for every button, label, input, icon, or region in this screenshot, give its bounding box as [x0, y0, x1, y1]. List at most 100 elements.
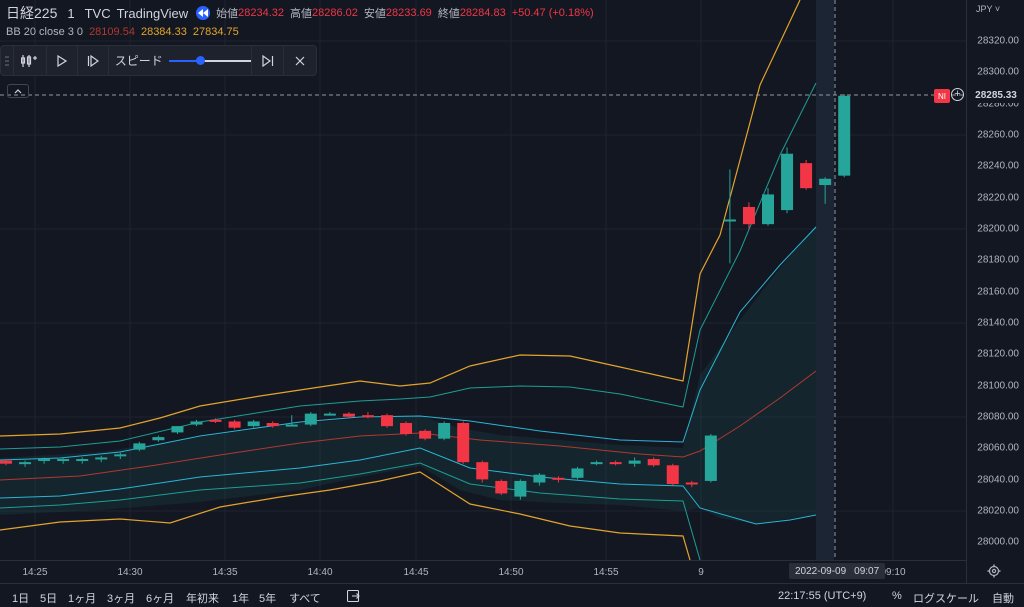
- add-alert-plus-icon[interactable]: +: [951, 88, 964, 101]
- range-all-button[interactable]: すべて: [289, 593, 321, 605]
- jump-to-realtime-button[interactable]: [252, 46, 285, 75]
- candle-down: [476, 462, 489, 480]
- speed-slider[interactable]: [168, 55, 251, 66]
- low-label: 安値: [363, 8, 386, 20]
- candle-down: [0, 460, 12, 464]
- candle-up: [190, 421, 203, 425]
- time-tick: 14:30: [117, 567, 143, 578]
- bb-outer-lower: [0, 471, 691, 560]
- auto-scale-button[interactable]: 自動: [992, 593, 1014, 605]
- candles-group: [0, 94, 851, 500]
- candle-up: [438, 423, 451, 439]
- price-tick: 28320.00: [977, 35, 1019, 47]
- indicator-legend: BB 20 close 3 0 28109.54 28384.33 27834.…: [0, 25, 245, 39]
- bottom-toolbar: 1日 5日 1ヶ月 3ヶ月 6ヶ月 年初来 1年 5年 すべて 22:17:55…: [0, 583, 1024, 607]
- change-value: +50.47 (+0.18%): [511, 7, 594, 19]
- candle-up: [571, 468, 584, 478]
- range-6m-button[interactable]: 6ヶ月: [146, 593, 175, 605]
- jump-to-end-icon: [261, 54, 273, 67]
- price-tick: 28160.00: [977, 286, 1019, 298]
- candle-down: [361, 415, 374, 418]
- grid-lines: [0, 0, 966, 560]
- close-icon: [295, 56, 305, 65]
- candle-up: [781, 153, 794, 211]
- candle-down: [685, 482, 698, 485]
- candle-up: [133, 443, 146, 450]
- price-tick: 28100.00: [977, 380, 1019, 392]
- time-tick: 14:25: [22, 567, 48, 578]
- candle-down: [266, 423, 279, 427]
- gear-icon[interactable]: [987, 564, 1001, 578]
- price-chart[interactable]: [0, 0, 966, 560]
- price-tick: 28020.00: [977, 505, 1019, 517]
- high-label: 高値: [290, 8, 313, 20]
- speed-slider-knob[interactable]: [195, 55, 205, 65]
- time-tick: 14:40: [307, 567, 333, 578]
- time-tick: 14:45: [403, 567, 429, 578]
- symbol-name[interactable]: 日経225: [6, 5, 58, 21]
- candle-down: [647, 459, 660, 466]
- clock-timezone[interactable]: 22:17:55 (UTC+9): [778, 590, 867, 602]
- candle-down: [342, 413, 355, 417]
- price-tick: 28120.00: [977, 348, 1019, 360]
- interval-label[interactable]: 1: [67, 5, 75, 21]
- candle-down: [419, 430, 432, 439]
- price-tick: 28140.00: [977, 317, 1019, 329]
- candle-down: [400, 423, 413, 434]
- currency-selector[interactable]: JPY ˅: [976, 4, 1001, 14]
- candle-down: [552, 477, 565, 480]
- candle-up: [57, 459, 70, 462]
- step-forward-button[interactable]: [78, 46, 109, 75]
- bb-outer-upper: [0, 0, 801, 437]
- go-to-date-icon[interactable]: [346, 589, 361, 603]
- bb-inner-upper: [0, 226, 817, 461]
- candle-up: [38, 459, 51, 462]
- drag-handle-icon[interactable]: [1, 46, 14, 75]
- symbol-legend: 日経225 1 TVC TradingView 始値 28234.32 高値 2…: [0, 4, 600, 22]
- crosshair-date: 2022-09-09: [795, 565, 847, 577]
- time-tick: 9: [698, 567, 704, 578]
- candle-up: [152, 437, 165, 441]
- candle-down: [800, 163, 813, 189]
- range-1m-button[interactable]: 1ヶ月: [68, 593, 97, 605]
- price-tick: 28260.00: [977, 129, 1019, 141]
- bb-basis-value: 28109.54: [89, 26, 135, 38]
- range-3m-button[interactable]: 3ヶ月: [107, 593, 136, 605]
- range-ytd-button[interactable]: 年初来: [186, 593, 219, 605]
- open-label: 始値: [216, 8, 239, 20]
- price-tick: 28300.00: [977, 66, 1019, 78]
- indicator-name[interactable]: BB 20 close 3 0: [6, 26, 84, 38]
- range-1d-button[interactable]: 1日: [12, 593, 30, 605]
- collapse-legend-button[interactable]: [7, 84, 29, 98]
- time-tick: 14:55: [593, 567, 619, 578]
- replay-toolbar: スピード: [0, 45, 317, 76]
- price-tick: 28220.00: [977, 192, 1019, 204]
- candle-up: [723, 219, 736, 222]
- bb-lower-value: 27834.75: [192, 26, 239, 38]
- log-scale-button[interactable]: ログスケール: [913, 593, 979, 605]
- price-tick: 28280.00: [977, 98, 1019, 110]
- candle-up: [590, 462, 603, 465]
- replay-rewind-icon[interactable]: [196, 6, 211, 20]
- range-5d-button[interactable]: 5日: [40, 593, 58, 605]
- range-5y-button[interactable]: 5年: [259, 593, 277, 605]
- current-price-label: 28285.33: [970, 88, 1022, 103]
- speed-control: スピード: [109, 46, 252, 75]
- candle-up: [285, 424, 298, 427]
- price-tick: 28180.00: [977, 254, 1019, 266]
- candle-down: [666, 465, 679, 485]
- candle-up: [514, 480, 527, 497]
- price-axis[interactable]: JPY ˅ 28320.00 28300.00 28280.00 28260.0…: [966, 0, 1024, 583]
- chevron-up-icon: [14, 88, 22, 93]
- range-1y-button[interactable]: 1年: [232, 593, 250, 605]
- candle-up: [114, 454, 127, 457]
- bb-fill: [0, 225, 816, 524]
- percent-scale-button[interactable]: %: [892, 590, 902, 602]
- close-replay-button[interactable]: [284, 46, 316, 75]
- candle-down: [495, 480, 508, 494]
- time-axis[interactable]: 14:25 14:30 14:35 14:40 14:45 14:50 14:5…: [0, 560, 966, 584]
- play-button[interactable]: [47, 46, 79, 75]
- candle-down: [228, 421, 241, 428]
- select-bar-button[interactable]: [14, 46, 48, 75]
- bb-basis: [0, 370, 817, 481]
